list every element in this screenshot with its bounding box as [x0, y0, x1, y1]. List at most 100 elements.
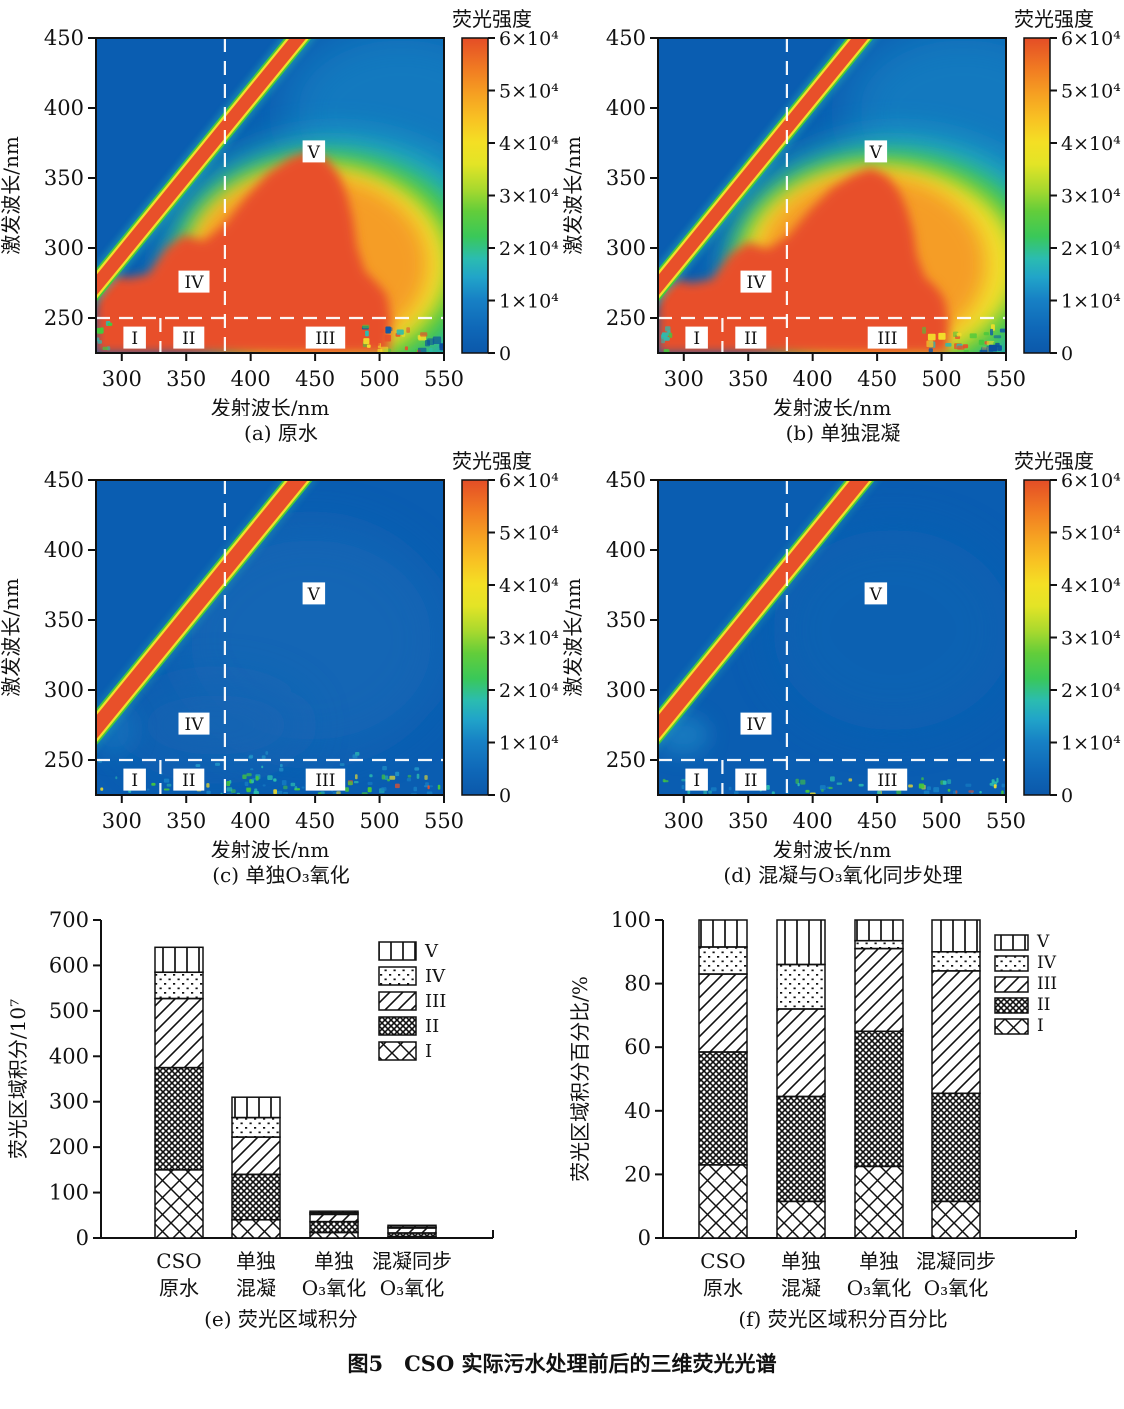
colorbar-title: 荧光强度 [1014, 7, 1094, 31]
x-tick-label: 300 [664, 809, 704, 833]
panel-b: I II III IV V 300 350 400 450 500 550 450 400 350 300 2… [561, 4, 1124, 446]
region-label-IV: IV [740, 712, 772, 735]
y-tick-label: 400 [44, 538, 84, 562]
bar-segment-e-V [154, 946, 204, 974]
svg-text:I: I [693, 771, 700, 791]
x-tick-label: 300 [664, 367, 704, 391]
svg-text:II: II [744, 771, 757, 791]
y-tick-label: 400 [606, 538, 646, 562]
x-tick-label: 350 [728, 367, 768, 391]
y-tick-label: 0 [76, 1226, 89, 1250]
region-label-I: I [123, 326, 146, 349]
svg-text:IV: IV [747, 273, 767, 293]
region-label-II: II [173, 768, 205, 791]
y-tick-label: 450 [44, 26, 84, 50]
category-label: O₃氧化 [924, 1276, 988, 1300]
y-tick-label: 350 [44, 608, 84, 632]
y-tick-label: 500 [49, 999, 89, 1023]
colorbar-tick-label: 1×10⁴ [1061, 291, 1121, 313]
y-tick-label: 600 [49, 953, 89, 977]
region-label-V: V [302, 140, 326, 163]
legend-swatch-V [378, 941, 417, 961]
y-axis-title: 激发波长/nm [1, 136, 23, 255]
region-label-II: II [173, 326, 205, 349]
bar-segment-f-II [854, 1030, 904, 1168]
eem-canvas-d: I II III IV V 300 350 400 450 500 550 450 400 350 300 2… [561, 446, 1123, 862]
colorbar-title: 荧光强度 [452, 449, 532, 473]
x-tick-label: 350 [728, 809, 768, 833]
colorbar-tick-label: 2×10⁴ [1061, 680, 1121, 702]
rayleigh-scatter-line [658, 480, 879, 751]
colorbar-tick-label: 1×10⁴ [1061, 733, 1121, 755]
rayleigh-scatter-line [96, 480, 317, 751]
bar-segment-f-IV [698, 946, 748, 975]
region-label-I: I [685, 326, 708, 349]
y-tick-label: 350 [44, 166, 84, 190]
x-tick-label: 500 [360, 809, 400, 833]
region-label-IV: IV [178, 712, 210, 735]
svg-text:III: III [877, 329, 897, 349]
y-axis-title: 激发波长/nm [1, 578, 23, 697]
bar-segment-f-I [931, 1200, 981, 1239]
colorbar-title: 荧光强度 [1014, 449, 1094, 473]
region-label-V: V [302, 582, 326, 605]
bar-segment-f-V [931, 919, 981, 953]
colorbar-tick-label: 3×10⁴ [1061, 186, 1121, 208]
bar-segment-f-II [698, 1051, 748, 1166]
x-tick-label: 500 [360, 367, 400, 391]
svg-text:III: III [315, 329, 335, 349]
svg-text:I: I [131, 329, 138, 349]
y-axis-title: 荧光区域积分百分比/% [568, 976, 592, 1182]
legend-label-V: V [424, 941, 439, 962]
bar-segment-e-I [154, 1169, 204, 1239]
y-tick-label: 80 [624, 972, 651, 996]
bar-segment-f-I [776, 1200, 826, 1239]
bar-segment-f-IV [854, 939, 904, 950]
colorbar-tick-label: 6×10⁴ [1061, 28, 1121, 50]
plot-border [95, 479, 445, 796]
legend-swatch-IV [994, 955, 1029, 972]
bar-segment-e-II [309, 1220, 359, 1234]
legend-label-III: III [425, 991, 446, 1012]
legend-swatch-III [994, 976, 1029, 993]
x-axis-title: 发射波长/nm [211, 396, 330, 416]
category-label: O₃氧化 [847, 1276, 911, 1300]
legend-label-II: II [425, 1016, 439, 1037]
colorbar-tick-label: 6×10⁴ [499, 470, 559, 492]
panel-d: I II III IV V 300 350 400 450 500 550 450 400 350 300 2… [561, 446, 1124, 888]
colorbar-tick-label: 4×10⁴ [1061, 133, 1121, 155]
bar-chart-f: 020406080100荧光区域积分百分比/%CSO原水单独混凝单独O₃氧化混凝… [568, 908, 1077, 1300]
y-tick-label: 20 [624, 1162, 651, 1186]
y-tick-label: 300 [44, 678, 84, 702]
bar-segment-f-IV [776, 963, 826, 1010]
svg-text:I: I [693, 329, 700, 349]
y-tick-label: 250 [606, 748, 646, 772]
panel-e-caption: (e) 荧光区域积分 [204, 1307, 358, 1331]
region-label-III: III [305, 326, 346, 349]
plot-border [95, 37, 445, 354]
y-tick-label: 400 [49, 1044, 89, 1068]
y-tick-label: 300 [49, 1090, 89, 1114]
colorbar-tick-label: 3×10⁴ [1061, 628, 1121, 650]
y-tick-label: 350 [606, 608, 646, 632]
x-tick-label: 550 [986, 809, 1026, 833]
x-tick-label: 450 [295, 809, 335, 833]
panel-b-caption: (b) 单独混凝 [785, 421, 901, 445]
x-tick-label: 450 [295, 367, 335, 391]
y-tick-label: 400 [606, 96, 646, 120]
y-tick-label: 250 [606, 306, 646, 330]
bar-segment-f-V [698, 919, 748, 948]
category-label: 单独 [314, 1249, 354, 1273]
x-tick-label: 550 [424, 809, 464, 833]
legend-swatch-III [378, 991, 417, 1011]
category-label: 原水 [159, 1276, 199, 1300]
y-tick-label: 250 [44, 306, 84, 330]
